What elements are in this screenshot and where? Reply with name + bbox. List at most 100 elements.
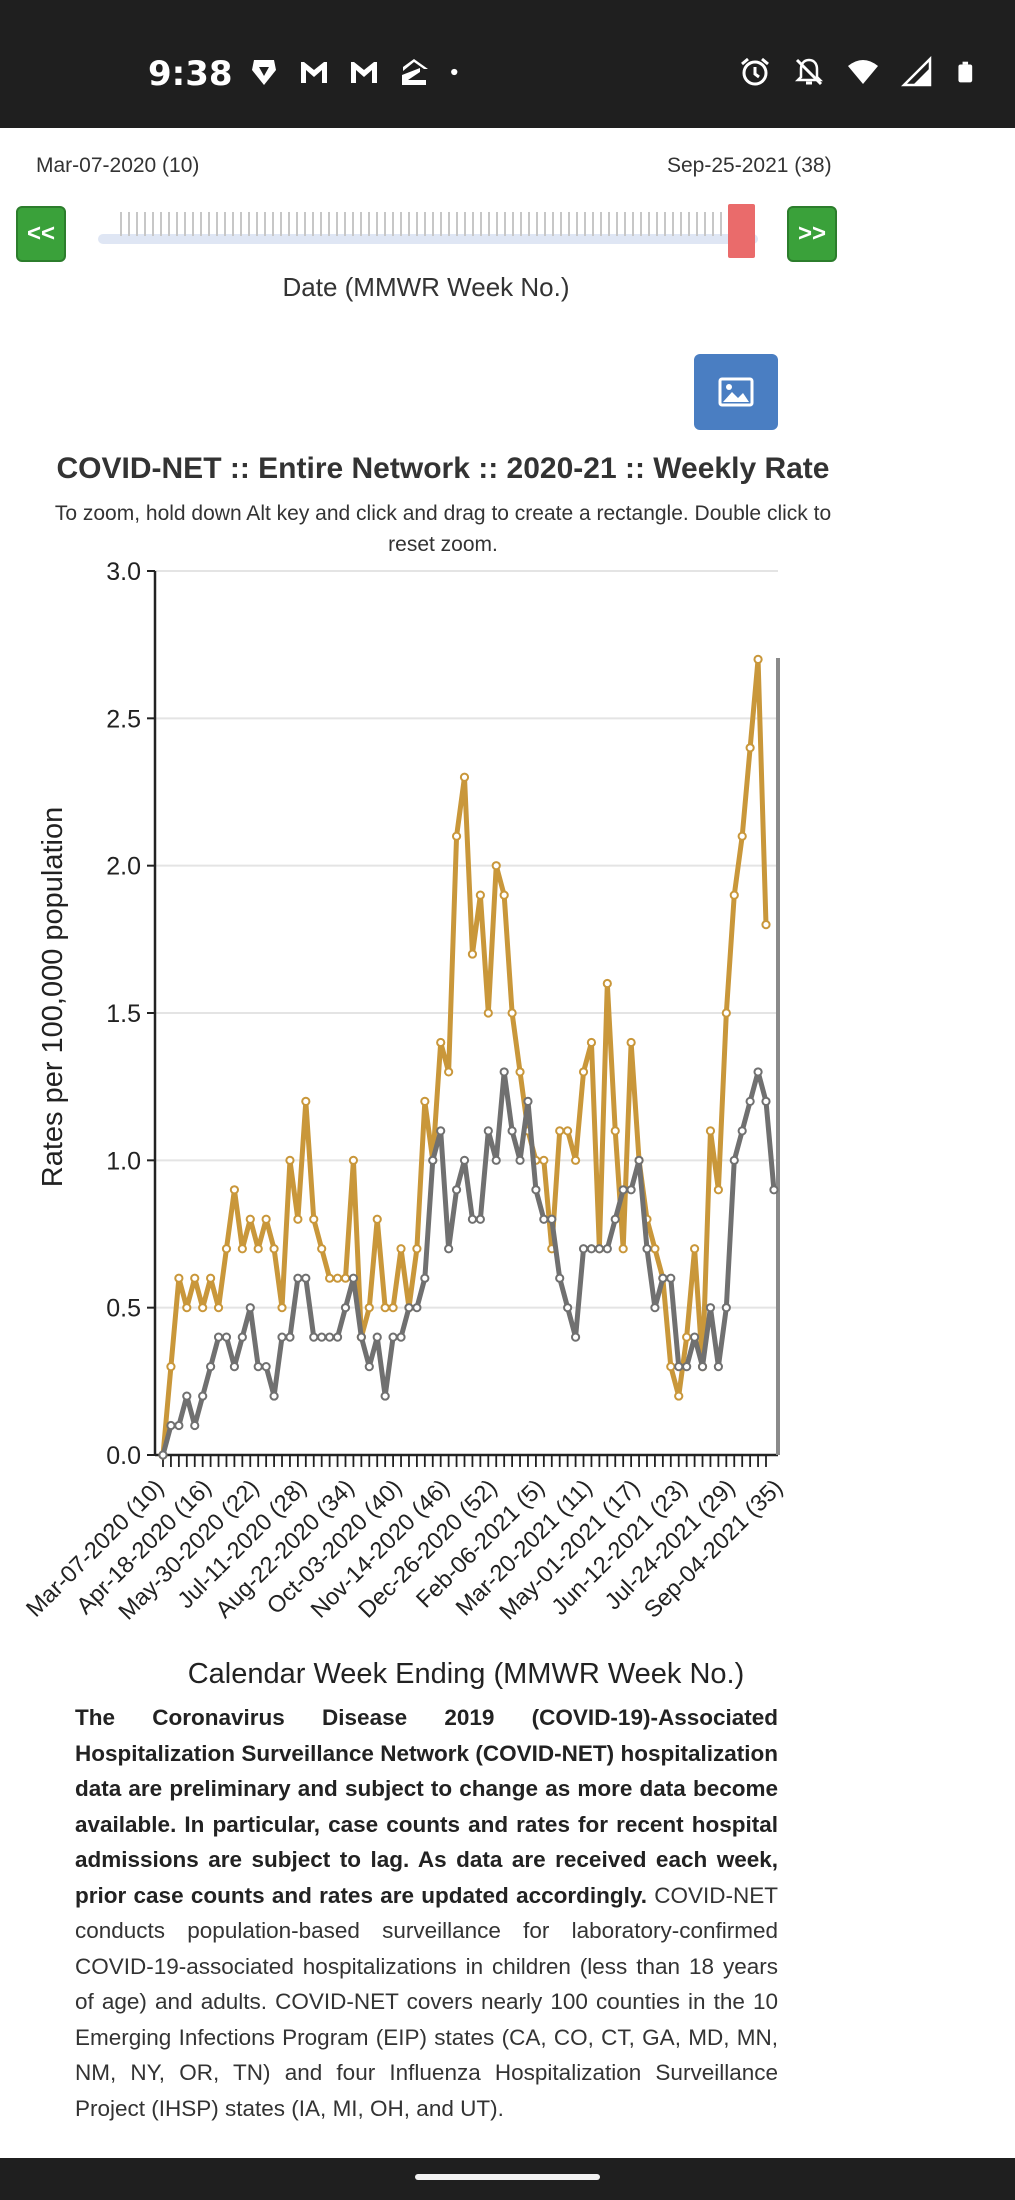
data-point[interactable] — [697, 1362, 708, 1372]
data-point[interactable] — [269, 1244, 279, 1254]
data-point[interactable] — [547, 1214, 557, 1224]
data-point[interactable] — [309, 1332, 319, 1342]
data-point[interactable] — [666, 1362, 676, 1372]
data-point[interactable] — [570, 1332, 581, 1342]
data-point[interactable] — [451, 1185, 462, 1195]
data-point[interactable] — [348, 1155, 359, 1165]
data-point[interactable] — [626, 1037, 636, 1048]
data-point[interactable] — [444, 1067, 454, 1077]
data-point[interactable] — [372, 1214, 382, 1224]
data-point[interactable] — [237, 1244, 247, 1254]
data-point[interactable] — [229, 1185, 240, 1195]
data-point[interactable] — [737, 831, 747, 841]
data-point[interactable] — [356, 1332, 366, 1342]
data-point[interactable] — [769, 1185, 779, 1195]
data-point[interactable] — [372, 1332, 382, 1342]
data-point[interactable] — [674, 1391, 684, 1401]
data-point[interactable] — [586, 1244, 597, 1254]
data-point[interactable] — [610, 1126, 620, 1136]
data-point[interactable] — [555, 1273, 565, 1283]
data-point[interactable] — [420, 1273, 430, 1283]
data-point[interactable] — [221, 1332, 232, 1342]
data-point[interactable] — [325, 1273, 335, 1283]
data-point[interactable] — [705, 1126, 716, 1136]
data-point[interactable] — [245, 1214, 255, 1224]
data-point[interactable] — [682, 1332, 692, 1342]
data-point[interactable] — [602, 1244, 612, 1254]
data-point[interactable] — [650, 1303, 660, 1313]
data-point[interactable] — [380, 1391, 390, 1401]
data-point[interactable] — [761, 1096, 771, 1107]
data-point[interactable] — [563, 1126, 573, 1136]
data-point[interactable] — [713, 1362, 723, 1372]
data-point[interactable] — [420, 1096, 430, 1107]
data-point[interactable] — [332, 1332, 343, 1342]
next-week-button[interactable]: >> — [787, 206, 837, 262]
data-point[interactable] — [586, 1037, 597, 1048]
data-point[interactable] — [451, 831, 462, 841]
data-point[interactable] — [674, 1362, 684, 1372]
data-point[interactable] — [467, 1214, 478, 1224]
data-point[interactable] — [745, 743, 755, 753]
data-point[interactable] — [642, 1244, 652, 1254]
data-point[interactable] — [444, 1244, 454, 1254]
data-point[interactable] — [467, 949, 478, 959]
data-point[interactable] — [761, 920, 771, 930]
data-point[interactable] — [198, 1391, 208, 1401]
data-point[interactable] — [309, 1214, 319, 1224]
data-point[interactable] — [301, 1096, 311, 1107]
data-point[interactable] — [499, 1067, 509, 1077]
data-point[interactable] — [166, 1362, 176, 1372]
data-point[interactable] — [626, 1185, 636, 1195]
data-point[interactable] — [475, 1214, 485, 1224]
data-point[interactable] — [523, 1096, 533, 1107]
data-point[interactable] — [332, 1273, 343, 1283]
data-point[interactable] — [483, 1126, 493, 1136]
data-point[interactable] — [436, 1037, 446, 1048]
data-point[interactable] — [658, 1273, 668, 1283]
data-point[interactable] — [206, 1273, 216, 1283]
data-point[interactable] — [483, 1008, 493, 1018]
data-point[interactable] — [213, 1303, 224, 1313]
data-point[interactable] — [412, 1303, 422, 1313]
data-point[interactable] — [396, 1244, 406, 1254]
data-point[interactable] — [515, 1067, 525, 1077]
data-point[interactable] — [404, 1303, 414, 1313]
data-point[interactable] — [285, 1155, 295, 1165]
data-point[interactable] — [563, 1303, 573, 1313]
data-point[interactable] — [491, 861, 501, 871]
data-point[interactable] — [245, 1303, 255, 1313]
data-point[interactable] — [428, 1155, 438, 1165]
data-point[interactable] — [261, 1362, 271, 1372]
data-point[interactable] — [610, 1214, 620, 1224]
data-point[interactable] — [753, 654, 763, 665]
data-point[interactable] — [689, 1244, 700, 1254]
data-point[interactable] — [388, 1303, 398, 1313]
data-point[interactable] — [364, 1362, 374, 1372]
data-point[interactable] — [182, 1303, 192, 1313]
data-point[interactable] — [174, 1273, 184, 1283]
home-gesture-pill[interactable] — [415, 2174, 600, 2180]
data-point[interactable] — [190, 1420, 200, 1431]
data-point[interactable] — [396, 1332, 406, 1342]
data-point[interactable] — [705, 1303, 716, 1313]
data-point[interactable] — [570, 1155, 581, 1165]
download-image-button[interactable] — [694, 354, 778, 430]
data-point[interactable] — [340, 1303, 351, 1313]
data-point[interactable] — [174, 1420, 184, 1431]
data-point[interactable] — [507, 1008, 517, 1018]
data-point[interactable] — [182, 1391, 192, 1401]
data-point[interactable] — [277, 1303, 287, 1313]
data-point[interactable] — [317, 1332, 327, 1342]
data-point[interactable] — [269, 1391, 279, 1401]
slider-handle[interactable] — [728, 204, 755, 258]
previous-week-button[interactable]: << — [16, 206, 66, 262]
data-point[interactable] — [198, 1303, 208, 1313]
data-point[interactable] — [753, 1067, 763, 1077]
data-point[interactable] — [340, 1273, 351, 1283]
data-point[interactable] — [618, 1244, 628, 1254]
data-point[interactable] — [729, 890, 739, 900]
data-point[interactable] — [317, 1244, 327, 1254]
data-point[interactable] — [206, 1362, 216, 1372]
data-point[interactable] — [555, 1126, 565, 1136]
